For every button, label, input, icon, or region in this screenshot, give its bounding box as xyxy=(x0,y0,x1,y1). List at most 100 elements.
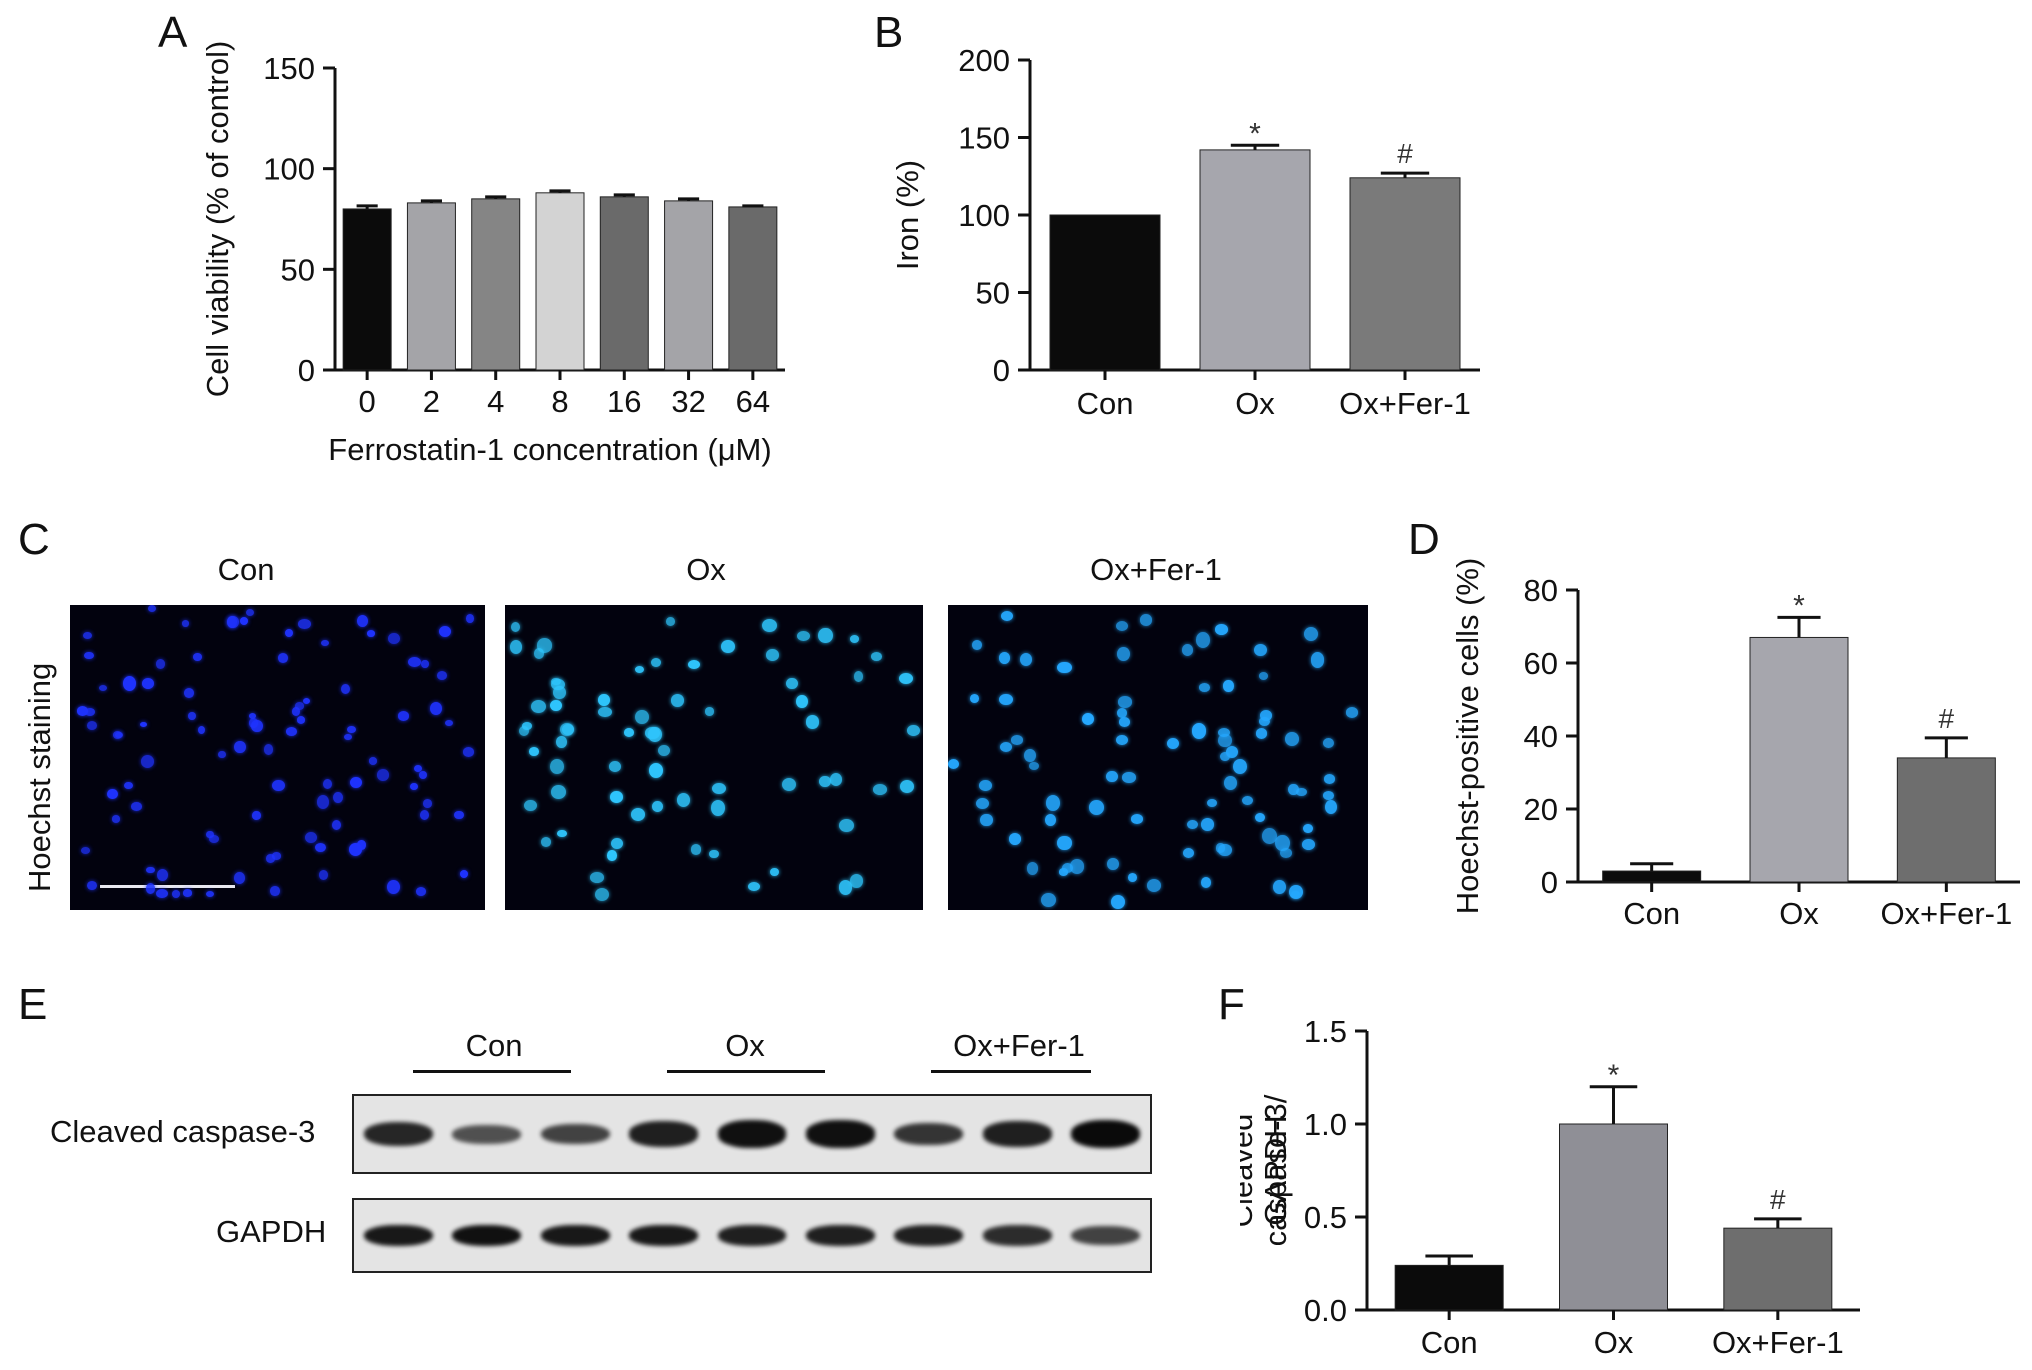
nucleus xyxy=(819,776,831,788)
nucleus xyxy=(712,783,727,795)
nucleus xyxy=(634,665,644,673)
nucleus xyxy=(766,649,780,661)
nucleus xyxy=(438,625,452,637)
x-category-label: Con xyxy=(1623,896,1680,931)
nucleus xyxy=(590,872,605,883)
nucleus xyxy=(1044,813,1057,827)
nucleus xyxy=(1028,762,1039,771)
nucleus xyxy=(1106,770,1118,783)
nucleus xyxy=(1128,873,1138,883)
blot-group-line-ox-fer1 xyxy=(931,1070,1091,1073)
chart-f-cleaved-caspase: 0.0 0.5 1.0 1.5 Cleaved caspase-3/GAPDH Con * Ox… xyxy=(1240,1014,1860,1360)
nucleus xyxy=(522,721,533,730)
nucleus xyxy=(1325,799,1338,814)
blot-band xyxy=(1071,1225,1141,1246)
nucleus xyxy=(676,792,691,807)
nucleus xyxy=(670,694,684,707)
nucleus xyxy=(1310,652,1325,668)
nucleus xyxy=(1255,728,1268,739)
nucleus xyxy=(648,762,663,779)
nucleus xyxy=(1262,828,1277,845)
nucleus xyxy=(1259,717,1271,727)
bar-2 xyxy=(406,202,456,371)
chart-d-hoechst-positive: 0 20 40 60 80 Hoechst-positive cells (%) Con * O… xyxy=(1450,558,2020,931)
nucleus xyxy=(1131,814,1144,824)
x-category-label: 32 xyxy=(671,384,705,419)
y-tick-label: 1.5 xyxy=(1304,1014,1347,1049)
nucleus xyxy=(284,628,294,638)
nucleus xyxy=(796,630,810,642)
nucleus xyxy=(907,725,920,737)
y-tick-label: 0 xyxy=(298,353,315,388)
nucleus xyxy=(340,683,351,695)
nucleus xyxy=(123,781,133,790)
nucleus xyxy=(1181,644,1194,656)
nucleus xyxy=(147,605,156,613)
nucleus xyxy=(1111,895,1125,910)
nucleus xyxy=(1258,671,1268,680)
nucleus xyxy=(321,639,329,646)
nucleus xyxy=(688,660,701,670)
y-tick-label: 40 xyxy=(1524,719,1558,754)
x-category-label: Ox+Fer-1 xyxy=(1712,1325,1844,1360)
panel-letter-c: C xyxy=(18,515,50,564)
nucleus xyxy=(975,797,990,809)
blot-band xyxy=(452,1224,522,1247)
nucleus xyxy=(1273,880,1286,894)
nucleus xyxy=(550,700,562,712)
y-tick-label: 100 xyxy=(958,198,1010,233)
nucleus xyxy=(597,706,612,717)
nucleus xyxy=(556,735,568,749)
nucleus xyxy=(690,844,702,855)
nucleus xyxy=(80,846,90,854)
chart-a-cell-viability: 0 50 100 150 Cell viability (% of control) 0 2… xyxy=(200,41,785,467)
nucleus xyxy=(1115,734,1128,746)
nucleus xyxy=(1183,847,1195,858)
nucleus xyxy=(1057,661,1072,674)
nucleus xyxy=(630,807,646,821)
nucleus xyxy=(838,819,854,833)
nucleus xyxy=(524,800,537,812)
nucleus xyxy=(1061,863,1073,874)
nucleus xyxy=(208,835,220,844)
nucleus xyxy=(291,707,300,716)
nucleus xyxy=(357,840,366,850)
nucleus xyxy=(285,726,298,737)
nucleus xyxy=(999,694,1014,706)
nucleus xyxy=(408,657,421,668)
bar-Con xyxy=(1394,1264,1504,1311)
nucleus xyxy=(796,695,808,709)
nucleus xyxy=(594,887,610,901)
micro-title-ox: Ox xyxy=(686,552,726,587)
nucleus xyxy=(333,792,344,804)
nucleus xyxy=(1069,859,1085,874)
nucleus xyxy=(557,830,567,837)
blot-group-ox: Ox xyxy=(725,1028,765,1063)
nucleus xyxy=(263,744,274,755)
nucleus xyxy=(607,850,617,861)
blot-band xyxy=(717,1120,787,1148)
nucleus xyxy=(318,870,329,881)
nucleus xyxy=(553,685,566,699)
micro-image-con xyxy=(70,605,485,910)
nucleus xyxy=(1140,614,1153,626)
nucleus xyxy=(84,651,94,659)
nucleus xyxy=(294,702,305,710)
nucleus xyxy=(1218,733,1232,748)
x-category-label: Ox xyxy=(1235,386,1275,421)
nucleus xyxy=(1146,879,1161,892)
y-tick-label: 0.0 xyxy=(1304,1293,1347,1328)
nucleus xyxy=(1207,798,1217,807)
nucleus xyxy=(781,777,797,791)
blot-band xyxy=(805,1120,875,1148)
nucleus xyxy=(1166,737,1179,749)
nucleus xyxy=(436,670,448,680)
nucleus xyxy=(462,746,475,757)
significance-mark: # xyxy=(1939,703,1955,734)
nucleus xyxy=(82,632,92,640)
nucleus xyxy=(245,609,255,617)
panel-letter-a: A xyxy=(158,8,188,57)
y-axis-label-line: caspase-3/ xyxy=(1258,1094,1293,1246)
nucleus xyxy=(853,671,863,682)
y-tick-label: 1.0 xyxy=(1304,1107,1347,1142)
